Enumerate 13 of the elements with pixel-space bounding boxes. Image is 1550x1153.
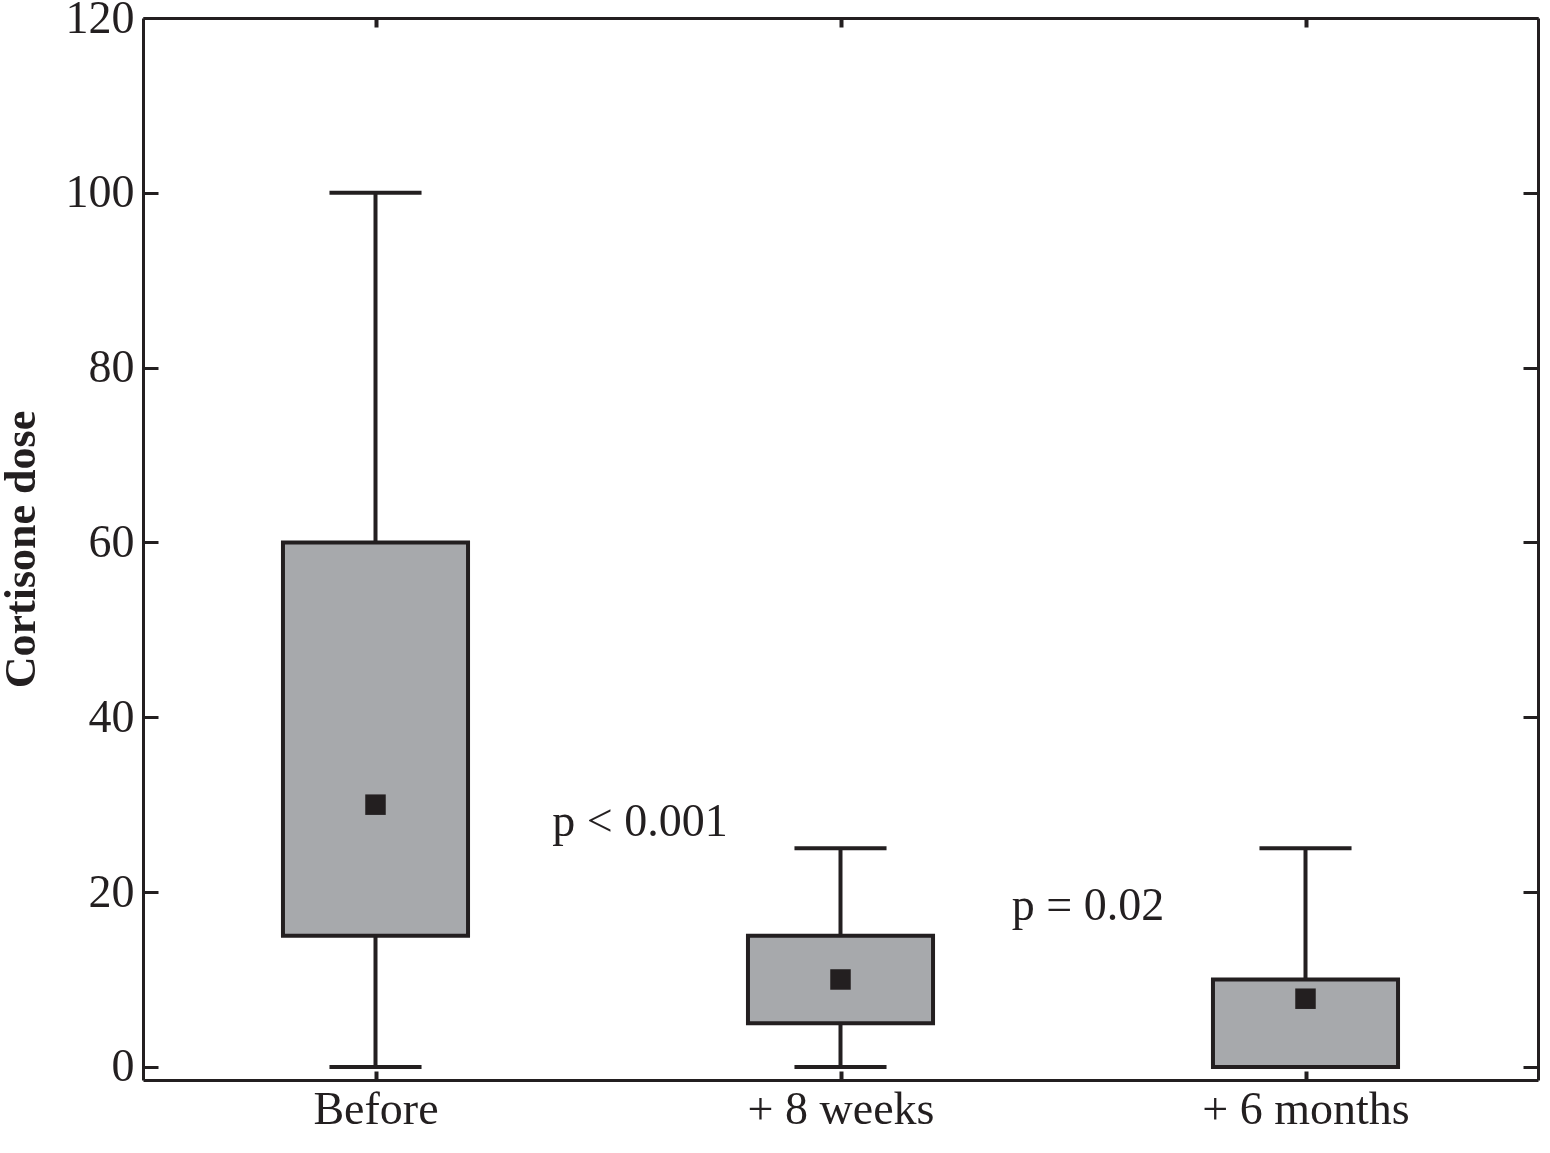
y-tick-label: 40 bbox=[88, 690, 135, 742]
y-tick-label: 60 bbox=[88, 515, 135, 567]
y-tick-label: 80 bbox=[88, 341, 135, 393]
y-tick-label: 100 bbox=[65, 166, 135, 218]
y-tick-label: 120 bbox=[65, 0, 135, 43]
y-axis-title: Cortisone dose bbox=[0, 410, 45, 689]
y-tick-label: 20 bbox=[88, 865, 135, 917]
annotation: p = 0.02 bbox=[1011, 879, 1165, 930]
y-tick-label: 0 bbox=[111, 1040, 135, 1092]
x-tick-label: + 8 weeks bbox=[747, 1082, 935, 1134]
annotation: p < 0.001 bbox=[552, 795, 728, 846]
x-tick-label: + 6 months bbox=[1202, 1082, 1410, 1134]
x-tick-label: Before bbox=[313, 1082, 439, 1134]
